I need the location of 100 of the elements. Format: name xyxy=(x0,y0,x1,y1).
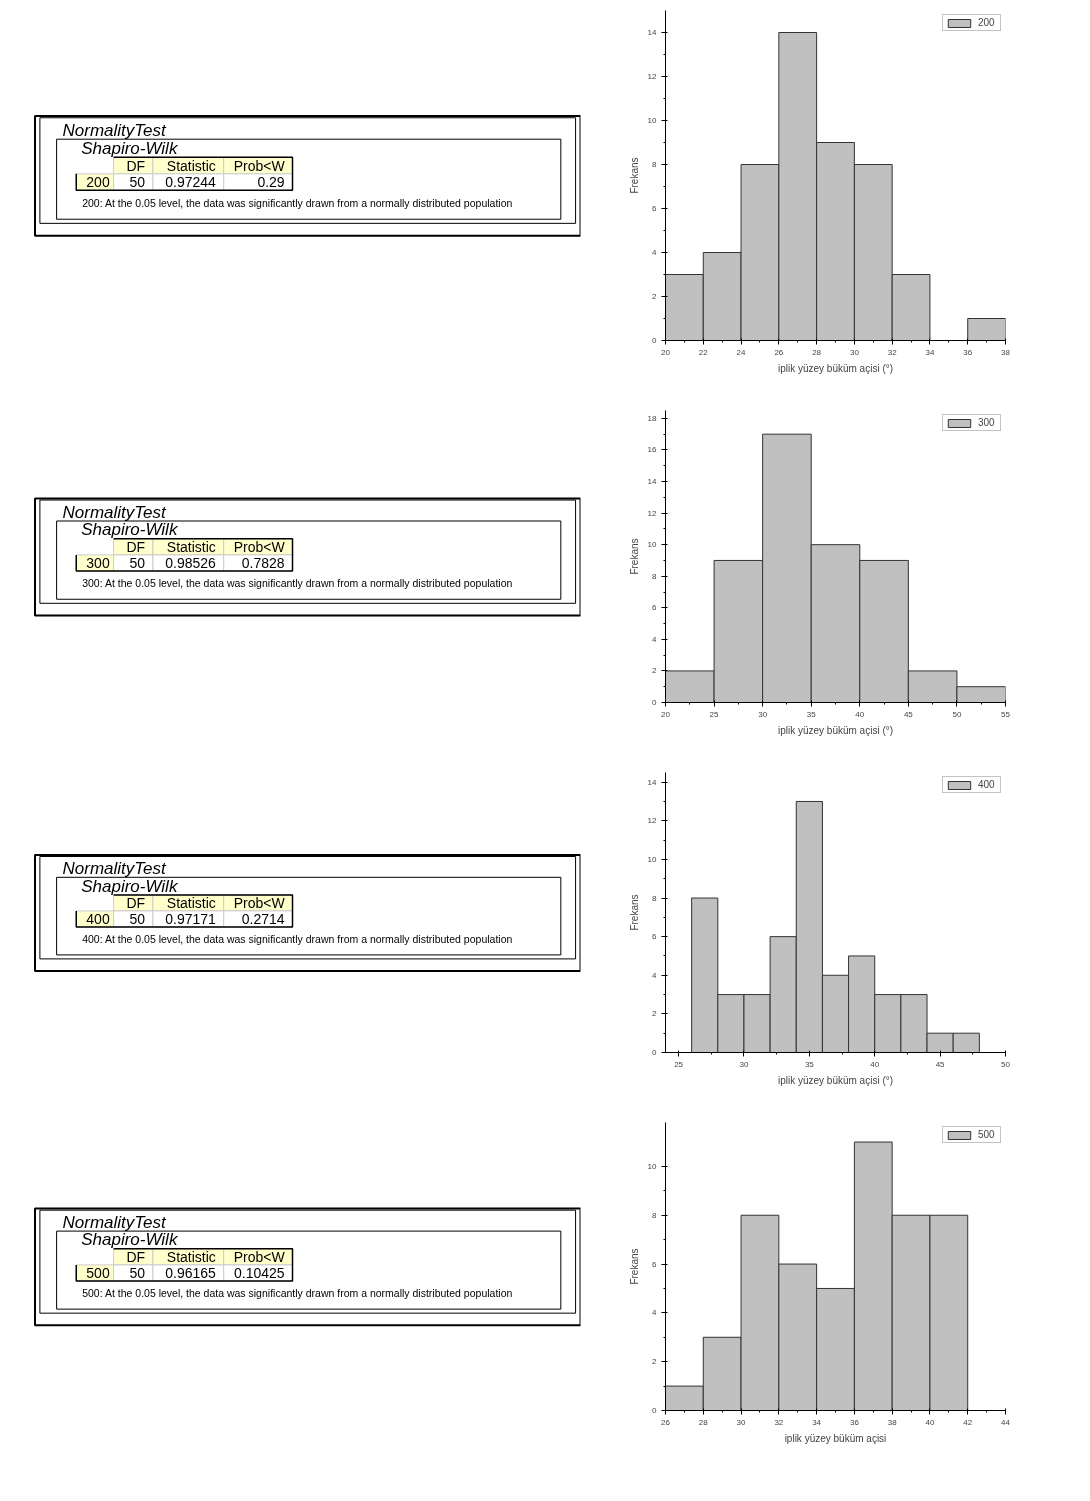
text: 50 xyxy=(129,910,146,927)
y-tick-label: 14 xyxy=(647,777,658,787)
x-tick-label: 24 xyxy=(736,347,747,357)
y-tick-label: 14 xyxy=(647,28,658,37)
y-tick-label: 14 xyxy=(647,477,658,487)
y-tick-label: 2 xyxy=(652,292,658,301)
y-tick-label: 0 xyxy=(652,336,658,345)
x-tick-label: 40 xyxy=(925,1417,935,1427)
text: 50 xyxy=(129,174,146,191)
legend-label: 400 xyxy=(978,779,996,790)
y-tick-label: 8 xyxy=(652,893,658,903)
y-tick-label: 4 xyxy=(652,634,658,644)
x-axis-title: iplik yüzey büküm açisi (°) xyxy=(777,724,894,736)
y-tick-label: 8 xyxy=(652,571,658,581)
x-tick-label: 22 xyxy=(698,347,709,357)
text: Shapiro-Wilk xyxy=(81,520,179,540)
y-tick-label: 6 xyxy=(652,204,658,213)
y-axis-title: Frekans xyxy=(628,157,640,194)
y-tick-label: 8 xyxy=(652,1210,658,1220)
text: NormalityTest xyxy=(62,1212,168,1232)
x-tick-label: 32 xyxy=(774,1417,784,1427)
y-tick-label: 8 xyxy=(652,160,658,169)
y-axis-title: Frekans xyxy=(628,1248,640,1285)
x-tick-label: 28 xyxy=(698,1417,709,1427)
text: 0.97171 xyxy=(165,910,216,927)
text: 200: At the 0.05 level, the data was significantly drawn from a normally distributed population xyxy=(82,196,513,209)
text: 500: At the 0.05 level, the data was significantly drawn from a normally distributed population xyxy=(82,1287,513,1300)
text: NormalityTest xyxy=(62,120,168,140)
category-label: Prob<W xyxy=(233,1248,286,1265)
text: Shapiro-Wilk xyxy=(81,138,179,158)
y-tick-label: 0 xyxy=(652,1406,658,1415)
text: NormalityTest xyxy=(62,502,168,522)
legend-label: 500 xyxy=(978,1129,996,1140)
x-tick-label: 50 xyxy=(952,709,962,719)
y-tick-label: 12 xyxy=(647,508,658,518)
x-axis-title: iplik yüzey büküm açisi (°) xyxy=(777,362,894,374)
text: 0.96165 xyxy=(165,1264,216,1281)
y-tick-label: 12 xyxy=(647,72,658,81)
y-tick-label: 10 xyxy=(647,854,658,864)
x-tick-label: 25 xyxy=(709,709,720,719)
x-tick-label: 40 xyxy=(870,1059,880,1069)
x-tick-label: 38 xyxy=(1001,347,1011,357)
category-label: 300 xyxy=(86,554,110,571)
x-tick-label: 42 xyxy=(963,1417,973,1427)
y-tick-label: 2 xyxy=(652,1009,658,1019)
category-label: DF xyxy=(126,1248,146,1265)
x-tick-label: 30 xyxy=(739,1059,749,1069)
y-tick-label: 0 xyxy=(652,698,658,707)
x-tick-label: 28 xyxy=(812,347,822,357)
category-label: DF xyxy=(126,538,146,555)
y-tick-label: 18 xyxy=(647,413,658,423)
x-tick-label: 36 xyxy=(849,1417,860,1427)
category-label: 200 xyxy=(86,174,110,191)
y-tick-label: 10 xyxy=(647,116,658,125)
category-label: Statistic xyxy=(166,157,216,174)
x-tick-label: 25 xyxy=(674,1059,684,1069)
x-tick-label: 32 xyxy=(887,347,898,357)
x-tick-label: 50 xyxy=(1001,1059,1011,1069)
category-label: Prob<W xyxy=(233,894,286,911)
category-label: DF xyxy=(126,157,146,174)
y-tick-label: 4 xyxy=(652,970,658,980)
y-tick-label: 2 xyxy=(652,1357,658,1367)
x-tick-label: 55 xyxy=(1001,709,1011,719)
x-tick-label: 45 xyxy=(935,1059,946,1069)
x-tick-label: 30 xyxy=(758,709,768,719)
x-tick-label: 30 xyxy=(849,347,860,357)
y-tick-label: 16 xyxy=(647,445,658,455)
x-tick-label: 30 xyxy=(736,1417,747,1427)
x-tick-label: 26 xyxy=(661,1417,671,1427)
text: 0.29 xyxy=(257,174,285,191)
text: 300: At the 0.05 level, the data was significantly drawn from a normally distributed population xyxy=(82,577,513,590)
category-label: Prob<W xyxy=(233,157,286,174)
x-tick-label: 20 xyxy=(661,709,671,719)
x-tick-label: 20 xyxy=(661,347,671,357)
y-tick-label: 4 xyxy=(652,1308,658,1318)
category-label: Prob<W xyxy=(233,538,286,555)
text: Shapiro-Wilk xyxy=(81,1230,179,1250)
category-label: DF xyxy=(126,894,146,911)
x-tick-label: 34 xyxy=(812,1417,822,1427)
y-axis-title: Frekans xyxy=(628,538,640,575)
legend-label: 200 xyxy=(978,17,996,28)
text: 0.7828 xyxy=(241,554,285,571)
text: 0.2714 xyxy=(241,910,285,927)
y-axis-title: Frekans xyxy=(628,894,640,931)
y-tick-label: 10 xyxy=(647,540,658,550)
category-label: Statistic xyxy=(166,1248,216,1265)
category-label: Statistic xyxy=(166,894,216,911)
text: 0.97244 xyxy=(165,174,216,191)
x-axis-title: iplik yüzey büküm açisi xyxy=(784,1432,887,1444)
text: 50 xyxy=(129,554,146,571)
x-tick-label: 44 xyxy=(1001,1417,1011,1427)
y-tick-label: 6 xyxy=(652,1259,658,1269)
text: 400: At the 0.05 level, the data was significantly drawn from a normally distributed population xyxy=(82,932,513,945)
y-tick-label: 6 xyxy=(652,603,658,613)
text: 0.10425 xyxy=(234,1264,285,1281)
text: 0.98526 xyxy=(165,554,216,571)
text: 50 xyxy=(129,1264,146,1281)
y-tick-label: 0 xyxy=(652,1048,658,1057)
y-tick-label: 2 xyxy=(652,666,658,676)
x-axis-title: iplik yüzey büküm açisi (°) xyxy=(777,1074,894,1086)
